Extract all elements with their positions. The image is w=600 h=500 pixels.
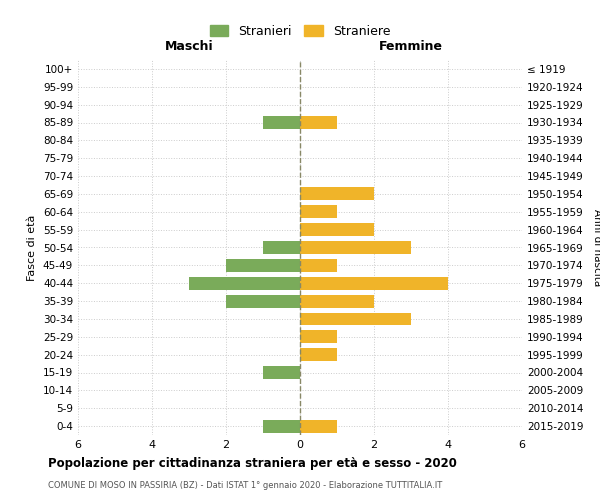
Bar <box>300 294 374 308</box>
Bar <box>300 206 337 218</box>
Text: COMUNE DI MOSO IN PASSIRIA (BZ) - Dati ISTAT 1° gennaio 2020 - Elaborazione TUTT: COMUNE DI MOSO IN PASSIRIA (BZ) - Dati I… <box>48 481 442 490</box>
Bar <box>263 116 300 129</box>
Bar <box>300 188 374 200</box>
Text: Femmine: Femmine <box>379 40 443 52</box>
Bar <box>263 366 300 379</box>
Bar <box>226 294 300 308</box>
Text: Maschi: Maschi <box>164 40 214 52</box>
Bar <box>300 312 411 326</box>
Bar <box>300 348 337 361</box>
Bar <box>300 330 337 343</box>
Bar <box>300 420 337 432</box>
Bar <box>263 420 300 432</box>
Bar <box>226 259 300 272</box>
Bar <box>300 116 337 129</box>
Bar <box>300 277 448 289</box>
Bar <box>189 277 300 289</box>
Y-axis label: Fasce di età: Fasce di età <box>28 214 37 280</box>
Bar <box>263 241 300 254</box>
Bar <box>300 259 337 272</box>
Y-axis label: Anni di nascita: Anni di nascita <box>592 209 600 286</box>
Bar <box>300 223 374 236</box>
Text: Popolazione per cittadinanza straniera per età e sesso - 2020: Popolazione per cittadinanza straniera p… <box>48 458 457 470</box>
Bar <box>300 241 411 254</box>
Legend: Stranieri, Straniere: Stranieri, Straniere <box>206 21 394 42</box>
